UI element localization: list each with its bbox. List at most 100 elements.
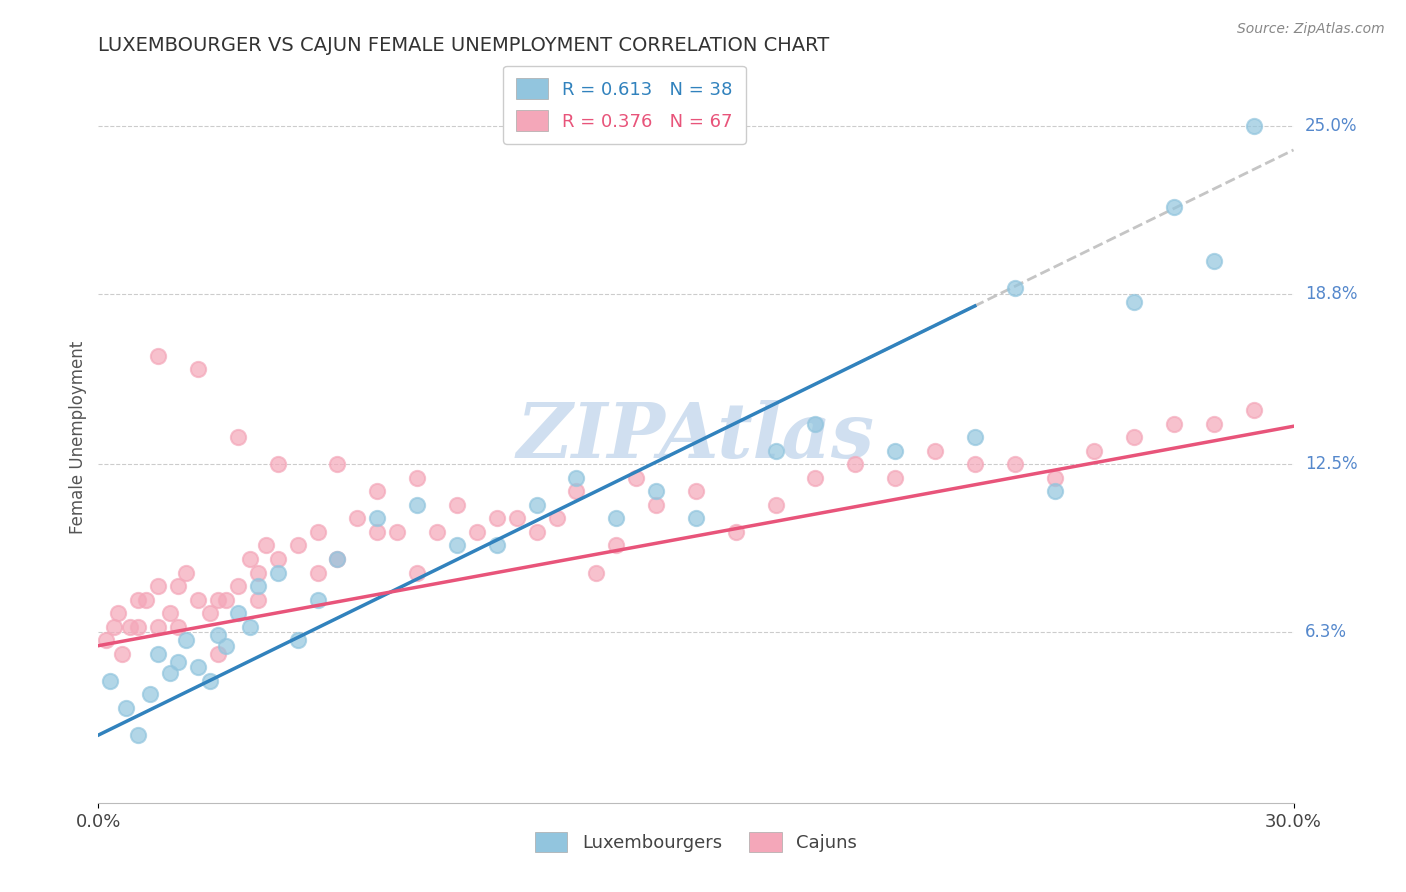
Point [1202,417,1225,431]
Point [465,524,488,539]
Point [127,620,149,634]
Point [366,484,388,499]
Point [226,579,249,593]
Text: 18.8%: 18.8% [1305,285,1357,302]
Point [1004,281,1026,295]
Point [385,524,409,539]
Point [187,660,209,674]
Point [267,566,290,580]
Point [485,511,508,525]
Point [287,633,309,648]
Point [148,349,170,363]
Point [406,471,429,485]
Point [307,566,329,580]
Text: 6.3%: 6.3% [1305,624,1347,641]
Point [207,628,229,642]
Point [246,592,269,607]
Point [207,592,229,607]
Point [605,538,627,552]
Point [963,430,986,444]
Point [1202,254,1225,268]
Point [215,592,238,607]
Text: 12.5%: 12.5% [1305,455,1357,473]
Point [685,484,707,499]
Point [645,484,668,499]
Point [254,538,277,552]
Text: 25.0%: 25.0% [1305,117,1357,135]
Point [1163,417,1185,431]
Point [565,484,588,499]
Point [198,606,221,620]
Point [207,647,229,661]
Point [685,511,707,525]
Point [884,471,907,485]
Point [765,498,787,512]
Point [239,552,262,566]
Point [127,728,149,742]
Point [1163,200,1185,214]
Point [1004,457,1026,471]
Point [765,443,787,458]
Point [246,566,269,580]
Point [485,538,508,552]
Point [1123,294,1146,309]
Point [844,457,866,471]
Point [135,592,157,607]
Point [226,606,249,620]
Point [546,511,568,525]
Point [148,647,170,661]
Point [526,498,548,512]
Point [98,673,122,688]
Point [139,688,162,702]
Point [159,606,181,620]
Point [239,620,262,634]
Point [526,524,548,539]
Text: Source: ZipAtlas.com: Source: ZipAtlas.com [1237,22,1385,37]
Point [115,701,138,715]
Text: ZIPAtlas: ZIPAtlas [517,401,875,474]
Point [804,471,827,485]
Point [346,511,368,525]
Point [406,498,429,512]
Point [167,579,190,593]
Point [103,620,125,634]
Point [187,592,209,607]
Point [446,538,468,552]
Y-axis label: Female Unemployment: Female Unemployment [69,341,87,533]
Point [127,592,149,607]
Point [724,524,747,539]
Point [120,620,142,634]
Point [506,511,529,525]
Legend: Luxembourgers, Cajuns: Luxembourgers, Cajuns [527,824,865,860]
Point [804,417,827,431]
Point [585,566,607,580]
Point [1083,443,1105,458]
Point [426,524,449,539]
Point [267,552,290,566]
Point [167,620,190,634]
Point [215,639,238,653]
Point [174,566,197,580]
Point [174,633,197,648]
Point [884,443,907,458]
Point [366,524,388,539]
Point [924,443,946,458]
Point [148,620,170,634]
Point [1043,484,1066,499]
Point [446,498,468,512]
Point [187,362,209,376]
Point [605,511,627,525]
Point [96,633,118,648]
Point [167,655,190,669]
Point [1043,471,1066,485]
Point [226,430,249,444]
Point [326,552,349,566]
Text: LUXEMBOURGER VS CAJUN FEMALE UNEMPLOYMENT CORRELATION CHART: LUXEMBOURGER VS CAJUN FEMALE UNEMPLOYMEN… [98,36,830,54]
Point [1123,430,1146,444]
Point [307,524,329,539]
Point [107,606,129,620]
Point [111,647,134,661]
Point [963,457,986,471]
Point [267,457,290,471]
Point [159,665,181,680]
